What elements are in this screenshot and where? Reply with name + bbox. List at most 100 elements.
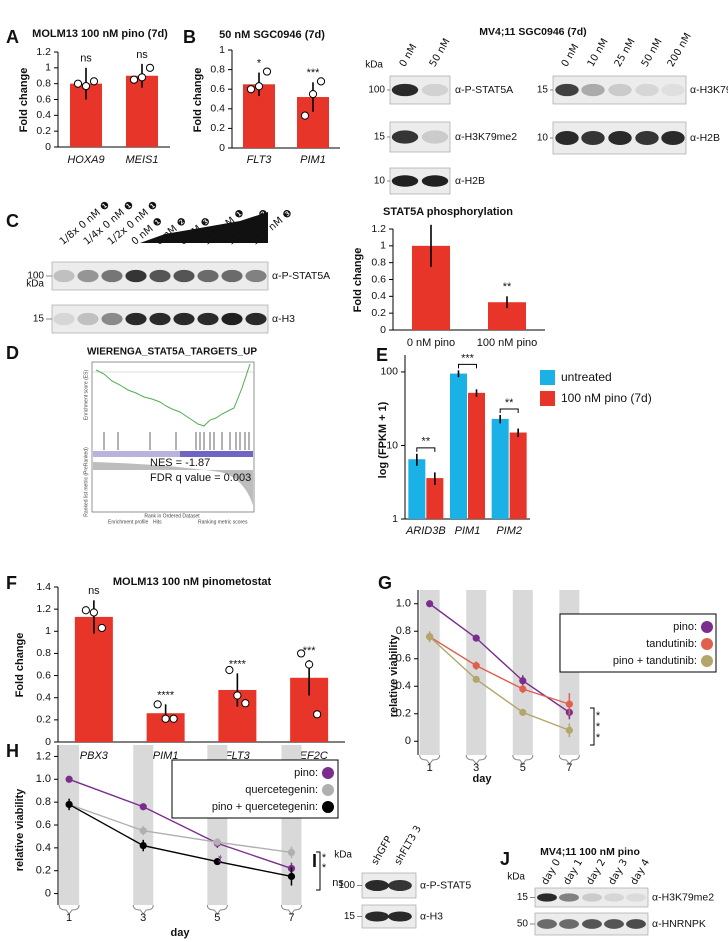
- data-point: [73, 79, 83, 88]
- blot-band: [635, 83, 659, 97]
- legend-marker: [322, 767, 334, 779]
- blot-row-label: α-H3K79me2: [455, 131, 517, 143]
- significance-label: **: [503, 281, 512, 293]
- significance-label: ****: [157, 689, 175, 701]
- series-line: [68, 803, 292, 878]
- bar: [450, 373, 467, 519]
- significance-label: *: [596, 710, 601, 722]
- legend-marker: [701, 655, 713, 667]
- enrichment-curve: [95, 363, 251, 427]
- blot-band: [221, 312, 243, 326]
- blot-band: [608, 83, 632, 97]
- data-point: [169, 714, 178, 723]
- x-tick-label: 3: [473, 762, 479, 774]
- y-tick-label: 100: [380, 366, 398, 378]
- gsea-color-bar: [180, 451, 253, 457]
- significance-label: *: [596, 721, 601, 733]
- significance-bracket: [590, 707, 595, 746]
- x-tick-label: PBX3: [80, 750, 109, 762]
- x-axis-label: day: [473, 773, 493, 785]
- data-point: [472, 675, 480, 683]
- y-tick-label: 0.8: [36, 647, 51, 659]
- blot-band: [626, 893, 646, 902]
- legend-label: pino:: [673, 621, 697, 633]
- kda-marker: 10: [537, 133, 549, 144]
- data-point: [161, 714, 170, 723]
- gsea-axis-label: Rank in Ordered Dataset: [144, 513, 200, 519]
- y-tick-label: 0.6: [36, 93, 51, 105]
- y-tick-label: 0.2: [396, 708, 411, 720]
- data-point: [137, 73, 147, 82]
- y-tick-label: 0.8: [36, 77, 51, 89]
- blot-band: [555, 83, 579, 97]
- significance-label: ***: [307, 67, 321, 79]
- data-point: [472, 662, 480, 670]
- significance-label: ***: [303, 645, 317, 657]
- data-point: [145, 63, 155, 72]
- y-tick-label: 0.2: [36, 714, 51, 726]
- blot-row-label: α-P-STAT5A: [272, 270, 330, 282]
- x-tick-label: 1: [66, 912, 72, 924]
- blot-band: [537, 893, 557, 902]
- blot-band: [391, 130, 419, 144]
- kda-marker: 50: [517, 919, 529, 930]
- blot-band: [197, 312, 219, 326]
- data-point: [519, 708, 527, 716]
- panel-letter: H: [6, 741, 19, 761]
- data-point: [297, 649, 306, 658]
- significance-bracket: [316, 851, 321, 891]
- significance-bracket: [416, 447, 436, 452]
- x-tick-label: HOXA9: [67, 154, 104, 166]
- legend-marker: [322, 784, 334, 796]
- legend-marker: [322, 801, 334, 813]
- gsea-frame: [91, 361, 255, 513]
- data-point: [233, 691, 242, 700]
- x-axis-label: day: [171, 927, 191, 939]
- kda-marker: 100: [27, 271, 44, 282]
- lane-label: day 2: [585, 857, 608, 887]
- x-tick-label: FLT3: [225, 750, 251, 762]
- y-tick-label: 0: [45, 736, 51, 748]
- bar: [491, 418, 509, 519]
- day-band: [466, 590, 487, 755]
- significance-bracket: [499, 408, 519, 413]
- x-tick-label: 7: [288, 912, 294, 924]
- x-tick-label: 3: [140, 912, 146, 924]
- data-point: [472, 634, 480, 642]
- y-tick-label: 0.8: [396, 625, 411, 637]
- day-brace: [512, 754, 534, 765]
- gsea-title: WIERENGA_STAT5A_TARGETS_UP: [87, 347, 257, 358]
- x-tick-label: 0 nM pino: [407, 337, 455, 349]
- blot-band: [101, 269, 123, 283]
- blot-band: [626, 919, 646, 929]
- data-point: [305, 660, 314, 669]
- y-tick-label: 0.2: [36, 865, 51, 877]
- x-tick-label: MEIS1: [125, 154, 158, 166]
- blot-band: [53, 312, 75, 326]
- data-point: [287, 872, 296, 881]
- kda-marker: 10: [374, 176, 386, 187]
- y-tick-label: 10: [386, 439, 398, 451]
- y-tick-label: 1.4: [36, 581, 51, 593]
- y-tick-label: 0.4: [36, 842, 51, 854]
- significance-label: *: [596, 732, 601, 744]
- blot-band: [197, 269, 219, 283]
- gsea-plot: [91, 361, 255, 513]
- y-tick-label: 1.2: [36, 750, 51, 762]
- ranking-metric-area: [93, 462, 253, 505]
- blot-band: [661, 83, 685, 97]
- y-axis-label: Fold change: [192, 68, 204, 133]
- blot-band: [149, 269, 171, 283]
- y-tick-label: 0.4: [36, 691, 51, 703]
- y-tick-label: 0.6: [371, 273, 386, 285]
- panel-letter: J: [500, 849, 510, 869]
- y-tick-label: 0: [219, 142, 225, 154]
- kda-marker: 15: [517, 892, 529, 903]
- day-brace: [280, 904, 302, 915]
- data-point: [262, 67, 272, 76]
- blot-band: [421, 130, 449, 144]
- bar: [509, 432, 527, 519]
- y-axis-label: relative viability: [388, 634, 400, 717]
- chart-title: MOLM13 100 nM pino (7d): [32, 28, 168, 40]
